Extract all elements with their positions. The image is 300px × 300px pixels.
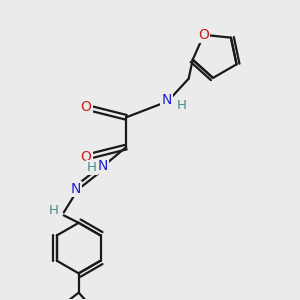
- Text: H: H: [176, 99, 186, 112]
- Text: H: H: [49, 204, 58, 218]
- Text: O: O: [198, 28, 209, 42]
- Text: N: N: [70, 182, 81, 196]
- Text: O: O: [81, 100, 92, 114]
- Text: H: H: [87, 161, 97, 174]
- Text: O: O: [81, 150, 92, 164]
- Text: N: N: [98, 159, 108, 173]
- Text: N: N: [161, 93, 172, 107]
